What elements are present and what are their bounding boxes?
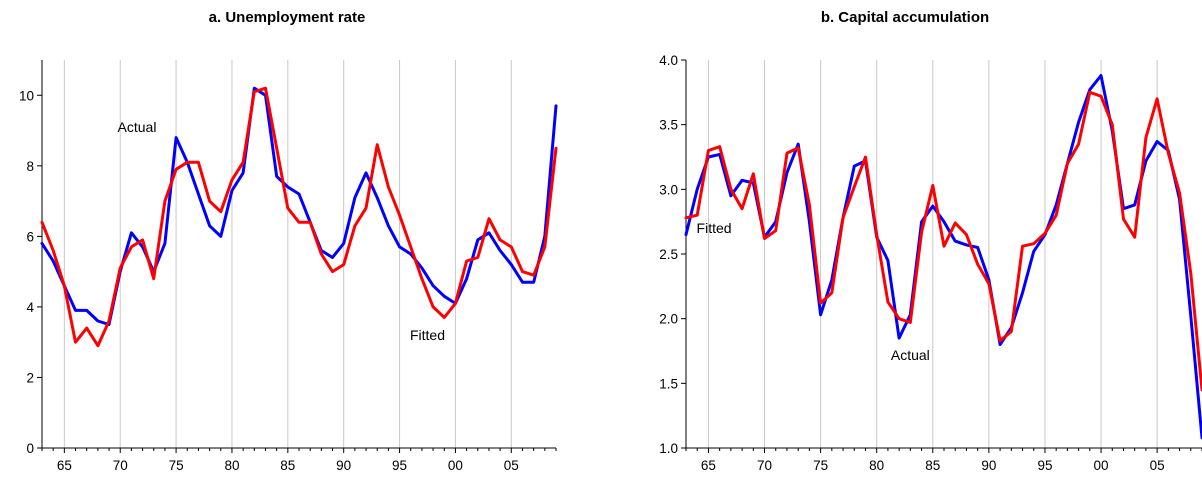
y-tick-label: 3.5 (659, 118, 678, 133)
annotation-label: Actual (891, 347, 930, 363)
y-tick-label: 2 (26, 370, 34, 385)
x-tick-label: 85 (280, 458, 295, 473)
chart-title: b. Capital accumulation (821, 9, 989, 26)
y-tick-label: 4 (26, 300, 34, 315)
x-tick-label: 90 (336, 458, 351, 473)
y-tick-label: 8 (26, 159, 34, 174)
x-tick-label: 85 (925, 458, 940, 473)
gridlines (63, 60, 512, 448)
x-tick-label: 80 (869, 458, 884, 473)
capital-accumulation-chart: b. Capital accumulation 65 70 75 80 85 90 95 00… (659, 9, 1202, 473)
annotation-label: Fitted (410, 327, 445, 343)
x-tick-label: 00 (448, 458, 463, 473)
y-tick-label: 0 (26, 441, 34, 456)
x-tick-label: 00 (1094, 458, 1109, 473)
y-tick-label: 10 (19, 88, 34, 103)
series-lines (684, 74, 1202, 440)
series-line-actual (40, 86, 558, 326)
y-tick-label: 3.0 (659, 182, 678, 197)
x-tick-label: 05 (1150, 458, 1165, 473)
x-tick-label: 95 (1037, 458, 1052, 473)
y-tick-label: 2.5 (659, 247, 678, 262)
y-tick-label: 1.5 (659, 376, 678, 391)
x-tick-label: 75 (169, 458, 184, 473)
x-tick-label: 05 (504, 458, 519, 473)
y-tick-label: 4.0 (659, 53, 678, 68)
x-tick-label: 65 (701, 458, 716, 473)
series-lines (40, 86, 558, 348)
axes (37, 60, 557, 453)
y-tick-label: 2.0 (659, 312, 678, 327)
x-tick-label: 70 (113, 458, 128, 473)
gridlines (707, 60, 1158, 448)
x-tick-label: 90 (981, 458, 996, 473)
tick-labels: 65 70 75 80 85 90 95 00 05 1.0 1.5 2.0 2.5 3.0 3.5 4.0 (659, 53, 1164, 473)
series-line-fitted (684, 90, 1202, 392)
y-tick-label: 1.0 (659, 441, 678, 456)
x-tick-label: 75 (813, 458, 828, 473)
annotation-label: Fitted (697, 220, 732, 236)
series-line-fitted (40, 86, 558, 348)
y-tick-label: 6 (26, 229, 34, 244)
unemployment-rate-chart: a. Unemployment rate 65 70 75 80 85 90 95 00 05 0… (19, 9, 558, 473)
series-line-actual (684, 74, 1202, 440)
x-tick-label: 80 (224, 458, 239, 473)
tick-labels: 65 70 75 80 85 90 95 00 05 0 2 4 6 8 10 (19, 88, 519, 473)
annotation-label: Actual (118, 119, 157, 135)
x-tick-label: 95 (392, 458, 407, 473)
x-tick-label: 65 (57, 458, 72, 473)
axes (681, 59, 1202, 453)
chart-title: a. Unemployment rate (209, 9, 366, 26)
x-tick-label: 70 (757, 458, 772, 473)
